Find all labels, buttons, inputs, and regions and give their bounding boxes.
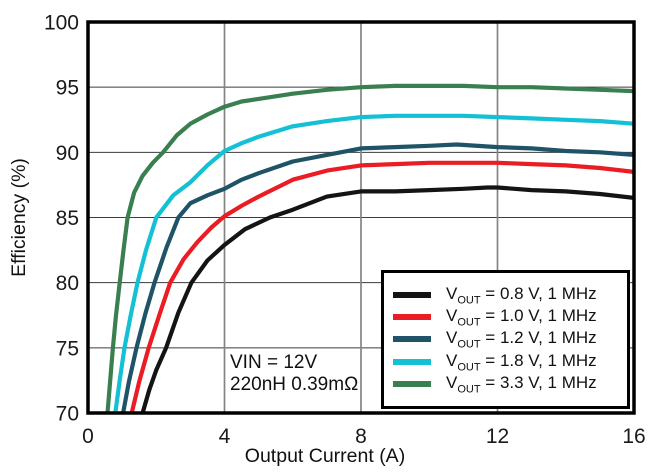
- plot-border: [86, 20, 636, 415]
- y-tick-label-90: 90: [56, 142, 79, 165]
- y-tick-label-95: 95: [56, 77, 79, 100]
- legend-item-vout-1p0v: VOUT = 1.0 V, 1 MHz: [393, 306, 623, 328]
- legend-label-vout-0p8v: VOUT = 0.8 V, 1 MHz: [446, 283, 597, 306]
- legend-item-vout-1p8v: VOUT = 1.8 V, 1 MHz: [393, 351, 623, 373]
- legend-label-vout-3p3v: VOUT = 3.3 V, 1 MHz: [446, 373, 597, 396]
- x-tick-label-0: 0: [82, 425, 94, 448]
- legend-swatch-vout-1p2v: [393, 336, 431, 343]
- conditions-annotation: VIN = 12V 220nH 0.39mΩ: [230, 352, 358, 396]
- legend-label-vout-1p8v: VOUT = 1.8 V, 1 MHz: [446, 350, 597, 374]
- x-tick-label-4: 4: [219, 425, 231, 448]
- y-tick-label-85: 85: [56, 207, 79, 230]
- x-tick-label-12: 12: [486, 425, 509, 448]
- legend-item-vout-3p3v: VOUT = 3.3 V, 1 MHz: [393, 373, 623, 395]
- y-tick-label-100: 100: [44, 12, 79, 35]
- y-tick-label-80: 80: [56, 272, 79, 295]
- legend: VOUT = 0.8 V, 1 MHz VOUT = 1.0 V, 1 MHz VO…: [381, 270, 630, 409]
- legend-swatch-vout-3p3v: [393, 381, 431, 388]
- legend-swatch-vout-1p8v: [393, 358, 431, 365]
- legend-swatch-vout-1p0v: [393, 314, 431, 321]
- x-tick-label-16: 16: [622, 425, 645, 448]
- annotation-vin: VIN = 12V: [230, 352, 318, 373]
- x-axis-label: Output Current (A): [244, 445, 406, 467]
- legend-label-vout-1p2v: VOUT = 1.2 V, 1 MHz: [446, 328, 597, 351]
- series-line-vout-1p2v: [120, 142, 634, 413]
- annotation-inductor: 220nH 0.39mΩ: [230, 374, 359, 395]
- y-tick-label-75: 75: [56, 337, 79, 360]
- legend-item-vout-1p2v: VOUT = 1.2 V, 1 MHz: [393, 328, 623, 351]
- legend-item-vout-0p8v: VOUT = 0.8 V, 1 MHz: [393, 284, 623, 306]
- y-axis-label: Efficiency (%): [8, 158, 30, 277]
- series-line-vout-0p8v: [140, 185, 634, 413]
- y-tick-label-70: 70: [56, 403, 79, 426]
- legend-swatch-vout-0p8v: [393, 291, 431, 298]
- x-tick-label-8: 8: [355, 425, 367, 448]
- series-line-vout-1p0v: [129, 160, 634, 413]
- series-line-vout-1p8v: [113, 113, 634, 413]
- legend-label-vout-1p0v: VOUT = 1.0 V, 1 MHz: [446, 305, 597, 329]
- series-line-vout-3p3v: [105, 83, 634, 413]
